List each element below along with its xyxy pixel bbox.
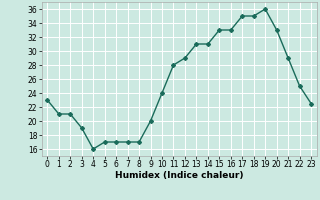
X-axis label: Humidex (Indice chaleur): Humidex (Indice chaleur): [115, 171, 244, 180]
